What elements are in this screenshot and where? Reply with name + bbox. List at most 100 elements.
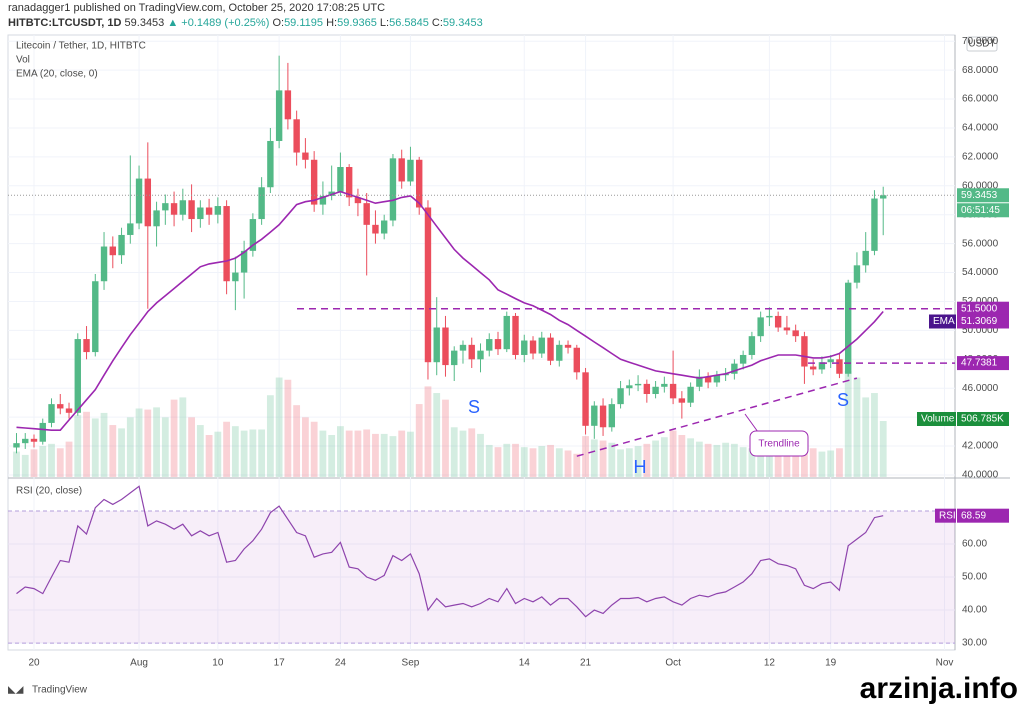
ema-name-tag: EMA (933, 316, 955, 327)
volume-bar (118, 428, 125, 477)
volume-bar (301, 417, 309, 477)
y-tick-label: 68.0000 (962, 65, 999, 76)
volume-bar (827, 450, 835, 477)
volume-bar (713, 444, 721, 477)
volume-bar (65, 441, 73, 477)
y-tick-label: 60.0000 (962, 180, 999, 191)
volume-bar (590, 439, 598, 477)
candle-body (871, 198, 878, 251)
volume-bar (319, 430, 327, 477)
trendline (576, 377, 858, 457)
candle-body (766, 315, 773, 318)
candle-body (197, 207, 204, 220)
candle-body (774, 315, 782, 328)
volume-bar (258, 429, 266, 477)
volume-bar (13, 451, 20, 477)
candle-body (591, 405, 598, 426)
volume-bar (599, 440, 607, 477)
x-tick-label: 20 (28, 658, 40, 669)
symbol: HITBTC:LTCUSDT, 1D (8, 17, 122, 29)
volume-bar (363, 429, 371, 477)
candle-body (757, 317, 764, 337)
candle-body (564, 344, 572, 348)
volume-bar (407, 431, 414, 477)
volume-bar (792, 440, 800, 477)
candle-body (240, 250, 248, 273)
candle-body (433, 327, 440, 363)
volume-bar (765, 443, 773, 477)
candle-body (669, 383, 677, 399)
candle-body (162, 203, 169, 211)
candle-body (363, 203, 370, 225)
candle-body (188, 200, 195, 220)
countdown-tag: 06:51:45 (961, 205, 1000, 216)
volume-bar (48, 443, 55, 477)
volume-name-tag-box (917, 412, 956, 426)
volume-bar (818, 451, 826, 477)
price-tag-box (957, 188, 1009, 203)
volume-bar (266, 395, 274, 477)
candle-body (652, 386, 659, 395)
candle-body (809, 366, 817, 370)
c-label: C: (432, 17, 443, 29)
rsi-name-tag: RSI (939, 510, 956, 521)
candle-body (634, 383, 642, 386)
volume-bar (748, 448, 756, 477)
candle-body (547, 337, 554, 361)
volume-bar (372, 433, 379, 477)
plot: Trendline S H S (8, 55, 955, 618)
low: 56.5845 (389, 17, 429, 29)
symbol-line: HITBTC:LTCUSDT, 1D 59.3453 ▲ +0.1489 (+0… (8, 17, 483, 29)
candle-body (258, 187, 265, 220)
ema-tag: 51.3069 (961, 316, 998, 327)
candle-body (232, 272, 239, 282)
candle-body (249, 219, 257, 251)
trendline-pointer (744, 413, 759, 433)
volume-bar (337, 426, 344, 477)
chart-title: Litecoin / Tether, 1D, HITBTC (16, 41, 146, 52)
volume-bar (512, 443, 519, 477)
open: 59.1195 (284, 17, 323, 29)
x-tick-label: 19 (825, 658, 837, 669)
x-tick-label: 12 (764, 658, 776, 669)
x-tick-label: 10 (212, 658, 224, 669)
volume-bar (871, 393, 878, 477)
candle-body (153, 210, 160, 227)
candle-body (39, 422, 46, 442)
candle-body (529, 340, 537, 354)
volume-bar (678, 435, 686, 477)
level-tag: 47.7381 (961, 358, 998, 369)
y-tick-label: 56.0000 (962, 238, 999, 249)
candle-body (792, 330, 799, 337)
candle-body (293, 119, 300, 153)
candle-body (83, 339, 90, 353)
publish-info: ranadagger1 published on TradingView.com… (8, 2, 385, 14)
candle-body (416, 159, 423, 208)
candle-body (713, 375, 721, 383)
candle-body (100, 246, 108, 282)
volume-bar (74, 415, 82, 477)
rsi-band (8, 511, 955, 644)
y-tick-label: 70.0000 (962, 36, 999, 47)
x-tick-label: 21 (580, 658, 592, 669)
volume-bar (83, 411, 90, 477)
candle-body (739, 354, 747, 364)
candle-body (801, 336, 808, 367)
candle-body (345, 167, 353, 198)
y-tick-label: 66.0000 (962, 94, 999, 105)
candle-body (170, 203, 178, 215)
candle-body (617, 388, 624, 405)
volume-legend: Vol (16, 55, 30, 66)
candle-body (310, 159, 318, 205)
rsi-name-tag-box (935, 508, 956, 523)
candle-body (284, 90, 292, 120)
volume-bar (196, 425, 204, 477)
volume-bar (126, 417, 134, 477)
volume-bar (398, 430, 406, 477)
rsi-tick-label: 60.00 (962, 539, 987, 550)
candle-body (704, 376, 712, 383)
candle-body (109, 246, 116, 256)
volume-bar (39, 446, 47, 477)
volume-bar (21, 454, 29, 477)
ema-tag-box (957, 314, 1009, 329)
